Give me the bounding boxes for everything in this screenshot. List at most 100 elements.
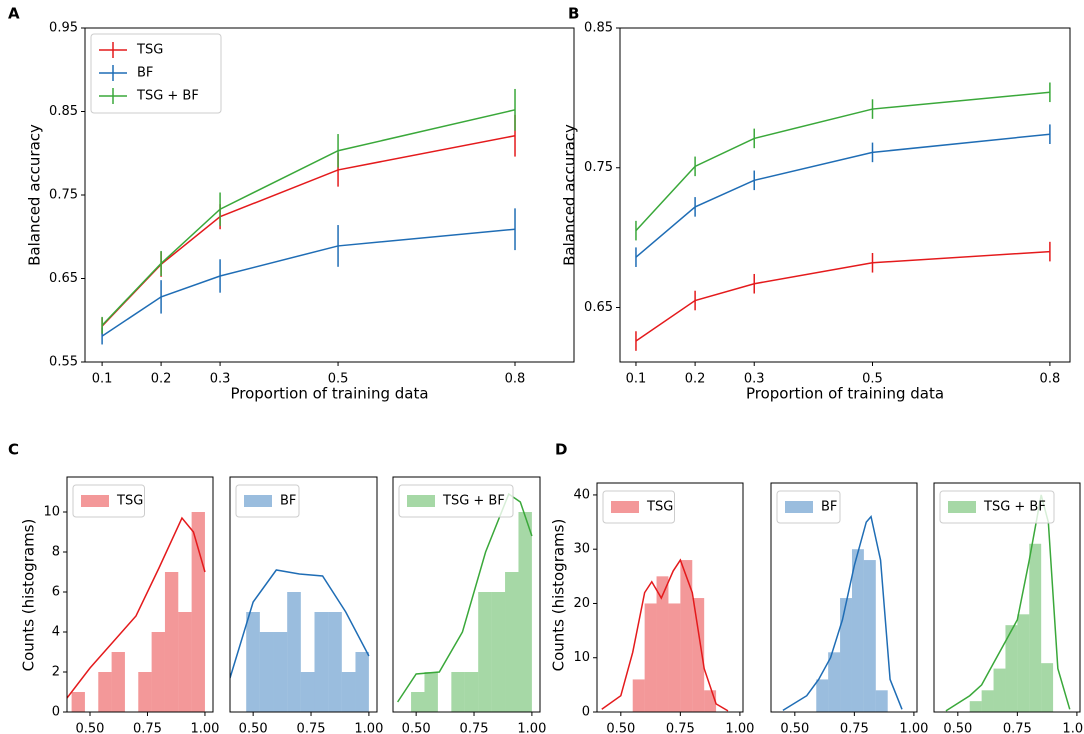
y-tick-label: 10: [573, 650, 590, 665]
histogram-bar: [692, 598, 705, 712]
kde-curve: [397, 492, 533, 703]
legend-label: TSG: [136, 43, 163, 58]
histogram-bar: [1041, 663, 1054, 712]
legend-swatch: [81, 495, 109, 507]
histogram-bar: [969, 701, 982, 712]
histogram-bar: [491, 592, 506, 712]
histogram-bar: [151, 632, 165, 712]
legend-box: [235, 484, 300, 518]
x-tick-label: 0.50: [402, 722, 431, 734]
histogram-bar: [840, 598, 852, 712]
x-tick-label: 1.00: [725, 722, 754, 734]
histogram-bar: [1029, 543, 1042, 712]
histogram-bar: [863, 560, 876, 712]
axes-frame: [770, 482, 918, 713]
histogram-bar: [411, 692, 425, 712]
x-tick-label: 0.50: [76, 722, 105, 734]
kde-curve: [67, 516, 206, 699]
y-tick-label: 30: [573, 542, 590, 557]
x-tick-label: 0.8: [1040, 372, 1061, 387]
x-tick-label: 0.2: [151, 372, 172, 387]
panel-label: D: [555, 441, 567, 459]
y-axis-label: Balanced accuracy: [561, 124, 579, 266]
histogram-bar: [287, 592, 301, 712]
histogram-bar: [644, 603, 657, 712]
x-tick-label: 1.00: [354, 722, 383, 734]
legend-label: BF: [137, 66, 153, 81]
kde-curve: [230, 569, 370, 679]
y-tick-label: 0.95: [49, 21, 78, 36]
series-line: [101, 109, 516, 326]
histogram-bar: [328, 612, 342, 712]
y-tick-label: 0.85: [584, 21, 613, 36]
kde-curve: [782, 515, 903, 712]
histogram-bar: [680, 560, 693, 712]
x-axis-label: Proportion of training data: [230, 385, 428, 403]
legend-label: TSG: [116, 494, 143, 509]
series-line: [635, 133, 1050, 258]
x-tick-label: 0.5: [862, 372, 883, 387]
y-tick-label: 0.75: [49, 188, 78, 203]
panel-label: A: [8, 5, 20, 23]
histogram-bar: [505, 572, 519, 712]
x-tick-label: 0.2: [685, 372, 706, 387]
y-tick-label: 0.75: [584, 160, 613, 175]
x-tick-label: 0.50: [780, 722, 809, 734]
legend-box: [398, 484, 514, 518]
kde-curve: [945, 494, 1071, 712]
histogram-bar: [98, 672, 112, 712]
y-tick-label: 0.55: [49, 355, 78, 370]
axes-frame: [392, 476, 541, 713]
x-tick-label: 0.3: [744, 372, 765, 387]
y-tick-label: 20: [573, 596, 590, 611]
histogram-bar: [1005, 625, 1018, 712]
x-axis-label: Proportion of training data: [746, 385, 944, 403]
series-line: [101, 134, 516, 327]
histogram-bar: [259, 632, 274, 712]
histogram-bar: [1017, 614, 1030, 712]
panel-label: C: [8, 441, 19, 459]
x-tick-label: 0.75: [840, 722, 869, 734]
y-tick-label: 10: [43, 505, 60, 520]
histogram-bar: [828, 652, 841, 712]
histogram-bar: [355, 652, 369, 712]
x-tick-label: 0.1: [92, 372, 113, 387]
x-tick-label: 0.75: [666, 722, 695, 734]
legend-box: [939, 490, 1055, 524]
y-tick-label: 0.65: [49, 271, 78, 286]
x-tick-label: 1.00: [899, 722, 928, 734]
histogram-bar: [71, 692, 85, 712]
x-tick-label: 0.50: [239, 722, 268, 734]
x-tick-label: 0.75: [297, 722, 326, 734]
histogram-bar: [178, 612, 192, 712]
legend-swatch: [407, 495, 435, 507]
y-tick-label: 40: [573, 487, 590, 502]
x-tick-label: 0.75: [460, 722, 489, 734]
legend-label: TSG: [646, 500, 673, 515]
kde-curve: [601, 558, 729, 712]
x-tick-label: 1.00: [1062, 722, 1084, 734]
y-tick-label: 4: [52, 625, 60, 640]
histogram-bar: [464, 672, 479, 712]
legend-label: BF: [280, 494, 296, 509]
axes-frame: [66, 476, 214, 713]
histogram-bar: [191, 512, 205, 712]
axes-frame: [619, 27, 1071, 363]
legend-label: TSG + BF: [983, 500, 1046, 515]
x-tick-label: 0.1: [626, 372, 647, 387]
x-tick-label: 0.50: [606, 722, 635, 734]
histogram-bar: [518, 512, 532, 712]
histogram-bar: [451, 672, 465, 712]
legend-box: [90, 33, 222, 114]
y-tick-label: 6: [52, 585, 60, 600]
y-tick-label: 0: [582, 705, 590, 720]
legend-box: [602, 490, 675, 524]
histogram-bar: [300, 672, 315, 712]
histogram-bar: [424, 672, 438, 712]
histogram-bar: [981, 690, 994, 712]
histogram-bar: [816, 679, 829, 712]
legend-label: TSG + BF: [442, 494, 505, 509]
x-tick-label: 0.75: [133, 722, 162, 734]
series-line: [101, 228, 516, 337]
